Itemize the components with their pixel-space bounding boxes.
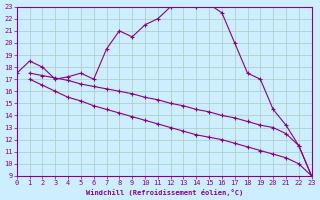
X-axis label: Windchill (Refroidissement éolien,°C): Windchill (Refroidissement éolien,°C)	[85, 189, 243, 196]
